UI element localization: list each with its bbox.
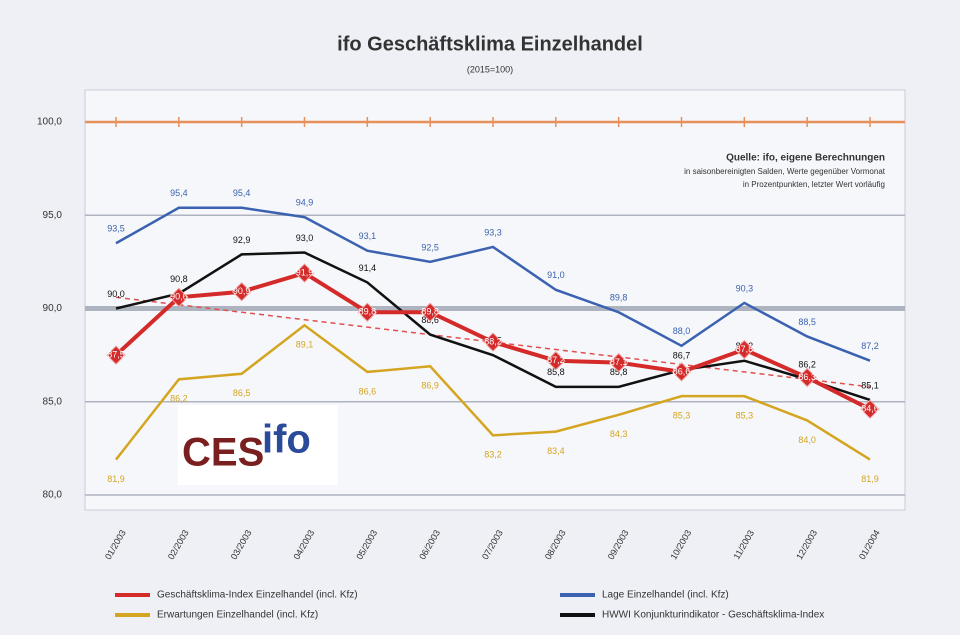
data-label: 88,2 [484,336,502,346]
data-label: 81,9 [107,474,125,484]
data-label: 84,6 [861,404,879,414]
data-label: 85,3 [673,411,691,421]
logo-text: ifo [262,418,311,462]
data-label: 93,5 [107,224,125,234]
point-marker [169,287,189,308]
point-marker [608,352,629,373]
data-label: 92,5 [421,242,439,252]
data-label: 90,8 [170,274,188,284]
point-marker [420,302,440,322]
data-label: 87,1 [610,357,628,367]
y-tick-label: 85,0 [43,396,63,407]
data-label: 85,8 [547,367,565,377]
data-label: 85,1 [861,380,879,390]
data-label: 86,3 [798,372,816,382]
series-line [115,323,871,461]
data-label: 95,4 [170,188,188,198]
data-label: 89,8 [421,307,439,317]
series-line [115,251,871,402]
data-label: 89,8 [610,293,628,303]
y-tick-label: 100,0 [37,117,62,128]
data-label: 90,9 [233,286,251,296]
point-marker [106,345,126,365]
data-label: 93,0 [296,233,314,243]
data-label: 93,3 [484,227,502,237]
data-label: 95,4 [233,188,251,198]
data-label: 90,0 [107,289,125,299]
data-label: 81,9 [861,474,879,484]
source-note: Quelle: ifo, eigene Berechnungen [726,153,885,164]
data-label: 86,2 [170,394,188,404]
point-marker [860,399,880,419]
source-note: in Prozentpunkten, letzter Wert vorläufi… [743,180,885,189]
data-label: 91,9 [296,267,314,277]
data-label: 90,3 [736,283,754,293]
data-label: 85,3 [736,411,754,421]
point-marker [546,351,566,371]
data-label: 94,9 [296,197,314,207]
chart-subtitle: (2015=100) [467,64,513,74]
point-marker [357,302,378,322]
point-marker [671,362,692,382]
data-label: 87,8 [736,344,754,354]
point-marker [734,339,755,360]
logo-box [178,405,338,485]
source-note: in saisonbereinigten Salden, Werte gegen… [684,167,886,176]
data-label: 86,5 [233,388,251,398]
data-label: 87,2 [861,341,879,351]
legend-label: Erwartungen Einzelhandel (incl. Kfz) [157,610,318,621]
chart-title: ifo Geschäftsklima Einzelhandel [337,33,643,55]
data-label: 83,2 [484,450,502,460]
data-label: 92,9 [233,235,251,245]
y-tick-label: 95,0 [43,210,63,221]
y-tick-label: 90,0 [43,303,63,314]
point-marker [797,367,817,388]
data-label: 86,6 [673,366,691,376]
data-label: 91,0 [547,270,565,280]
y-tick-label: 80,0 [43,490,63,501]
point-marker [231,282,252,302]
point-marker [483,332,503,352]
data-label: 87,5 [107,350,125,360]
data-label: 84,0 [798,435,816,445]
data-label: 84,3 [610,429,628,439]
data-label: 89,8 [359,307,377,317]
series-line [115,206,871,362]
point-marker [294,263,315,283]
data-label: 88,5 [798,317,816,327]
data-label: 88,0 [673,326,691,336]
data-label: 83,4 [547,446,565,456]
data-label: 86,6 [359,386,377,396]
legend-label: Lage Einzelhandel (incl. Kfz) [602,590,729,601]
legend-label: HWWI Konjunkturindikator - Geschäftsklim… [602,610,824,621]
data-label: 93,1 [359,231,377,241]
data-label: 86,9 [421,381,439,391]
data-label: 90,6 [170,292,188,302]
data-label: 87,2 [547,355,565,365]
data-label: 86,2 [798,360,816,370]
data-label: 91,4 [359,263,377,273]
logo-text: CES [182,431,264,475]
data-label: 86,7 [673,350,691,360]
data-label: 89,1 [296,340,314,350]
legend-label: Geschäftsklima-Index Einzelhandel (incl.… [157,590,358,601]
